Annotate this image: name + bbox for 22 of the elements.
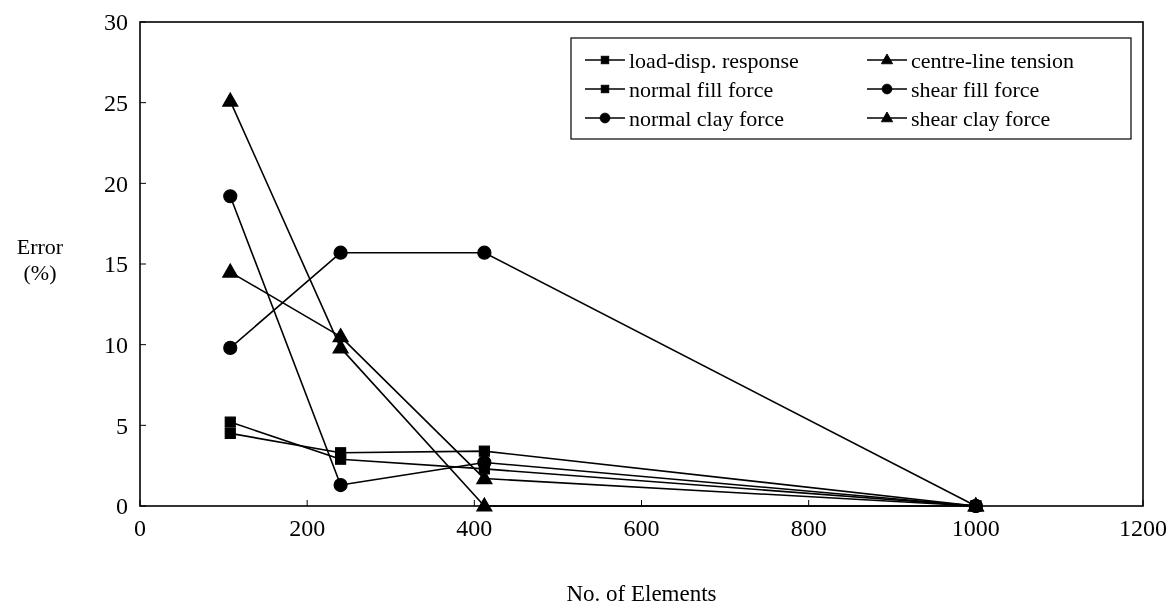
y-tick-label: 0 bbox=[116, 493, 128, 520]
y-tick-label: 25 bbox=[104, 90, 128, 117]
x-tick-label: 600 bbox=[623, 515, 660, 541]
x-axis-title: No. of Elements bbox=[566, 581, 717, 606]
y-tick-label: 5 bbox=[116, 412, 128, 439]
legend-label: normal clay force bbox=[629, 105, 785, 131]
y-tick-label: 10 bbox=[104, 332, 128, 359]
x-tick-label: 1200 bbox=[1119, 515, 1167, 541]
legend-label: shear fill force bbox=[911, 76, 1040, 102]
y-axis-title: Error (%) bbox=[16, 234, 64, 285]
y-tick-label: 20 bbox=[104, 170, 128, 197]
y-tick-label: 30 bbox=[104, 9, 128, 36]
legend-label: normal fill force bbox=[629, 76, 774, 102]
legend-label: centre-line tension bbox=[911, 47, 1075, 73]
x-tick-label: 0 bbox=[134, 515, 146, 541]
x-tick-label: 400 bbox=[456, 515, 493, 541]
legend-label: load-disp. response bbox=[629, 47, 799, 73]
y-tick-label: 15 bbox=[104, 251, 128, 278]
legend-label: shear clay force bbox=[911, 105, 1051, 131]
x-tick-label: 1000 bbox=[951, 515, 1000, 541]
x-tick-label: 200 bbox=[289, 515, 326, 541]
x-tick-label: 800 bbox=[790, 515, 827, 541]
